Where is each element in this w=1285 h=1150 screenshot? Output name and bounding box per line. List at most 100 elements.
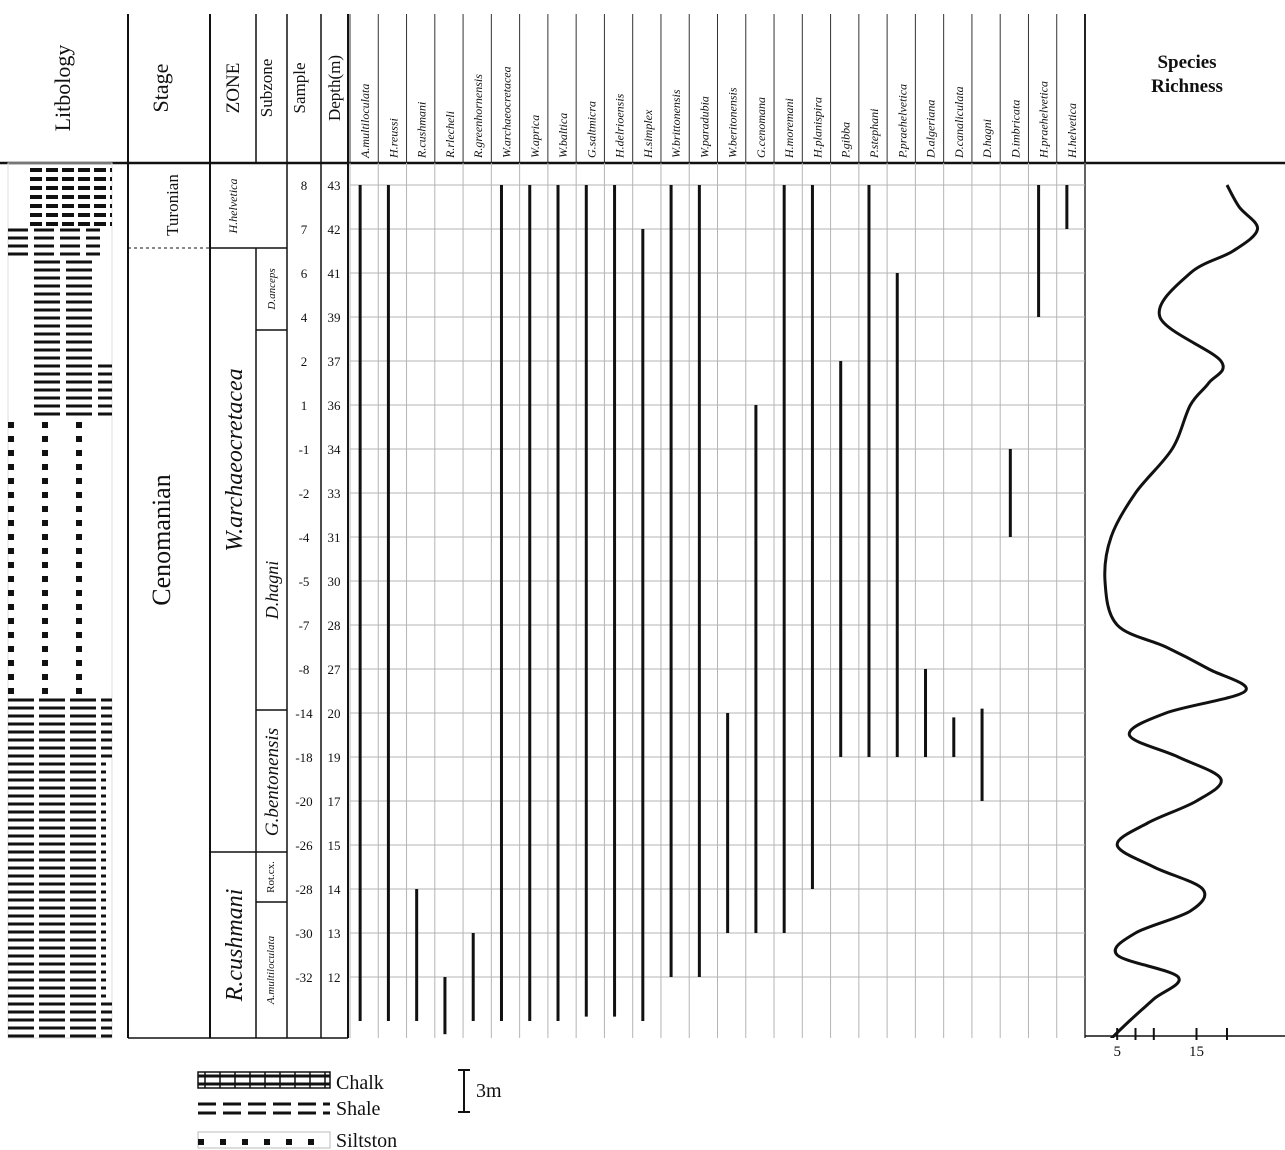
species-header-label: A.multiloculata <box>358 84 372 159</box>
species-header-label: H.reussi <box>386 118 400 159</box>
species-header-label: W.beritonensis <box>726 87 740 158</box>
legend-siltstone-swatch <box>197 1131 331 1149</box>
zone-h-helvetica: H.helvetica <box>226 179 240 235</box>
depth-label: 43 <box>328 178 341 193</box>
zone-w-archaeocretacea: W.archaeocretacea <box>222 368 248 551</box>
richness-tick-label: 5 <box>1113 1044 1121 1060</box>
species-header-label: D.canaliculata <box>952 86 966 159</box>
sample-label: -8 <box>299 662 310 677</box>
subzone-rot-cx: Rot.cx. <box>265 861 277 893</box>
subzone-g-bentonensis: G.bentonensis <box>262 728 283 836</box>
depth-label: 30 <box>328 574 341 589</box>
subzone-a-multiloculata: A.multiloculata <box>265 935 277 1005</box>
depth-label: 37 <box>328 354 342 369</box>
depth-label: 41 <box>328 266 341 281</box>
legend: Chalk Shale Siltston 3m <box>197 1069 502 1150</box>
sample-label: -2 <box>299 486 310 501</box>
lithology-header: Litbology <box>50 45 75 132</box>
depth-label: 33 <box>328 486 341 501</box>
depth-header: Depth(m) <box>325 55 344 121</box>
richness-tick-label: 15 <box>1189 1044 1204 1060</box>
sample-label: 1 <box>301 398 308 413</box>
sample-label: -5 <box>299 574 310 589</box>
species-header-label: W.aprica <box>528 115 542 158</box>
sample-label: -4 <box>299 530 310 545</box>
zone-r-cushmani: R.cushmani <box>222 889 248 1003</box>
species-header-label: W.baltica <box>556 113 570 158</box>
stage-header: Stage <box>148 64 173 113</box>
species-header-label: H.praehelvetica <box>1037 81 1051 159</box>
depth-label: 42 <box>328 222 341 237</box>
richness-axis: 5 15 <box>1085 1028 1285 1060</box>
legend-shale-swatch <box>198 1102 330 1115</box>
depth-label: 13 <box>328 926 341 941</box>
depth-label: 39 <box>328 310 341 325</box>
lithology-column <box>7 162 113 1039</box>
depth-label: 36 <box>328 398 342 413</box>
depth-label: 19 <box>328 750 341 765</box>
sample-label: -14 <box>295 706 313 721</box>
subzone-header: Subzone <box>257 59 276 118</box>
species-ranges <box>358 185 1069 1035</box>
sample-label: -1 <box>299 442 310 457</box>
species-header-label: D.hagni <box>980 119 994 159</box>
sample-label: 2 <box>301 354 308 369</box>
depth-label: 12 <box>328 970 341 985</box>
sample-label: -30 <box>295 926 312 941</box>
species-header-label: P.stephani <box>867 109 881 159</box>
sample-column: 8 7 6 4 2 1 -1 -2 -4 -5 -7 -8 -14 -18 -20 -26 -28 -30 -32 <box>295 178 313 985</box>
richness-header-line2: Richness <box>1151 76 1223 97</box>
species-header-label: R.rlecheli <box>443 111 457 159</box>
sample-label: 8 <box>301 178 308 193</box>
depth-label: 27 <box>328 662 342 677</box>
species-headers: A.multiloculata H.reussi R.cushmani R.rlech… <box>358 66 1079 159</box>
species-header-label: H.helvetica <box>1065 103 1079 159</box>
depth-label: 20 <box>328 706 341 721</box>
depth-label: 31 <box>328 530 341 545</box>
depth-label: 14 <box>328 882 342 897</box>
species-header-label: W.brittonensis <box>669 89 683 158</box>
sample-label: -28 <box>295 882 312 897</box>
range-grid <box>349 14 1086 1038</box>
species-header-label: G.saltmicra <box>584 101 598 158</box>
sample-header: Sample <box>290 63 309 114</box>
sample-label: -32 <box>295 970 312 985</box>
species-header-label: R.greenhornensis <box>471 74 485 159</box>
species-header-label: R.cushmani <box>415 102 429 159</box>
scale-bar-label: 3m <box>476 1080 502 1102</box>
species-header-label: H.moremani <box>782 98 796 159</box>
stage-cenomanian: Cenomanian <box>147 474 176 605</box>
sample-label: 4 <box>301 310 308 325</box>
lithology-frame <box>7 162 113 1039</box>
legend-chalk-swatch <box>197 1071 331 1089</box>
legend-shale-label: Shale <box>336 1098 381 1120</box>
richness-header-line1: Species <box>1157 52 1216 73</box>
legend-siltstone-label: Siltston <box>336 1130 397 1150</box>
species-header-label: W.paradubia <box>697 96 711 158</box>
species-header-label: H.planispira <box>810 97 824 159</box>
legend-chalk-label: Chalk <box>336 1072 384 1094</box>
species-richness-plot <box>1103 184 1259 1038</box>
depth-label: 17 <box>328 794 342 809</box>
richness-curve-line <box>1103 184 1259 1038</box>
stage-turonian: Turonian <box>163 174 182 236</box>
sample-label: -20 <box>295 794 312 809</box>
zone-header: ZONE <box>223 63 244 114</box>
depth-label: 28 <box>328 618 341 633</box>
species-header-label: P.praehelvetica <box>895 84 909 159</box>
species-header-label: H.simplex <box>641 109 655 159</box>
species-header-label: D.algeriana <box>924 100 938 159</box>
subzone-d-anceps: D.anceps <box>266 268 278 310</box>
depth-column: 43 42 41 39 37 36 34 33 31 30 28 27 20 19 17 15 14 13 12 <box>328 178 342 985</box>
depth-label: 15 <box>328 838 341 853</box>
species-header-label: P.gibba <box>839 122 853 159</box>
sample-label: 7 <box>301 222 308 237</box>
sample-label: -18 <box>295 750 312 765</box>
scale-bar <box>458 1069 470 1113</box>
subzone-d-hagni: D.hagni <box>262 561 282 621</box>
sample-label: -26 <box>295 838 313 853</box>
species-header-label: H.delrioensis <box>613 93 627 159</box>
species-header-label: W.archaeocretacea <box>499 66 513 158</box>
sample-label: 6 <box>301 266 308 281</box>
